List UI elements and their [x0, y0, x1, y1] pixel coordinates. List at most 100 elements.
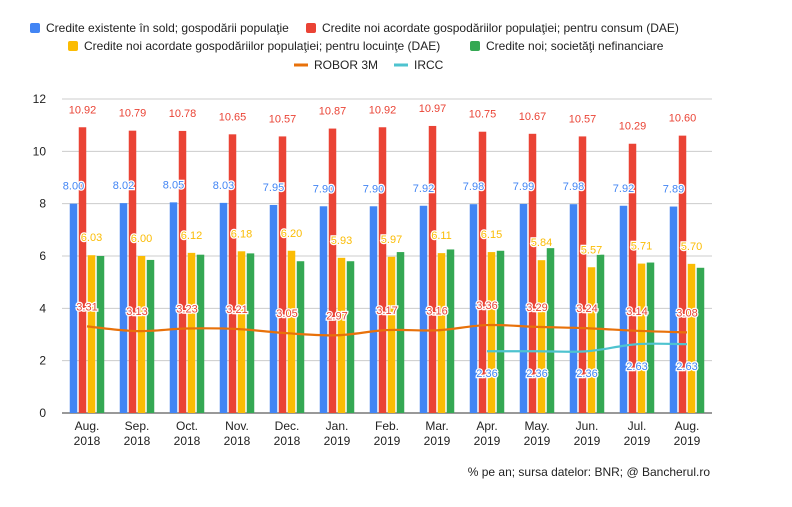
bar-data-label: 6.20	[281, 228, 302, 240]
line-data-label: 3.31	[76, 301, 97, 313]
bar-series-2	[278, 136, 287, 413]
bar-data-label: 5.57	[581, 244, 602, 256]
line-data-label: 3.23	[176, 303, 197, 315]
bar-data-label: 6.03	[81, 232, 102, 244]
legend-label: Credite noi; societăţi nefinanciare	[486, 39, 664, 53]
bar-data-label: 7.90	[363, 183, 384, 195]
bar-series-1	[369, 206, 378, 413]
bar-series-3	[637, 263, 646, 413]
y-tick-label: 4	[39, 301, 46, 315]
bar-series-3	[587, 267, 596, 413]
source-note: % pe an; sursa datelor: BNR; @ Bancherul…	[468, 465, 711, 479]
y-axis: 0 2 4 6 8 10 12	[33, 92, 47, 420]
x-tick-label: Sep. 2018	[124, 419, 151, 448]
bar-data-label: 8.00	[63, 181, 84, 193]
x-tick-label: Aug. 2018	[74, 419, 101, 448]
legend-swatch	[470, 41, 480, 51]
line-data-label: 2.63	[626, 361, 647, 373]
x-tick-label: Jun. 2019	[574, 419, 601, 448]
bar-series-1	[269, 204, 278, 413]
bar-data-label: 10.60	[669, 113, 697, 125]
bar-series-4	[296, 261, 305, 413]
legend: Credite existente în sold; gospodării po…	[30, 21, 679, 72]
bar-data-label: 7.98	[463, 181, 484, 193]
bar-data-label: 7.92	[613, 183, 634, 195]
bar-data-label: 6.00	[131, 233, 152, 245]
legend-label: Credite noi acordate gospodăriilor popul…	[322, 21, 679, 35]
bar-data-label: 7.95	[263, 182, 284, 194]
bar-series-4	[146, 259, 155, 413]
bar-data-label: 10.92	[369, 104, 397, 116]
line-data-label: 2.97	[326, 310, 347, 322]
bar-data-label: 5.84	[531, 237, 552, 249]
line-data-label: 3.29	[526, 302, 547, 314]
x-tick-label: Feb. 2019	[374, 419, 401, 448]
legend-label: ROBOR 3M	[314, 58, 378, 72]
x-tick-label: Jan. 2019	[324, 419, 351, 448]
bar-data-label: 7.90	[313, 183, 334, 195]
line-data-label: 2.36	[576, 368, 597, 380]
x-tick-label: Nov. 2018	[224, 419, 251, 448]
bar-series-1	[169, 202, 178, 413]
bar-series-3	[437, 253, 446, 413]
bar-data-label: 10.57	[269, 113, 297, 125]
line-data-label: 3.05	[276, 308, 297, 320]
bar-series-3	[237, 251, 246, 413]
bar-series-3	[287, 250, 296, 413]
lines	[86, 323, 688, 353]
bar-series-1	[319, 206, 328, 413]
bar-series-3	[537, 260, 546, 413]
bar-data-label: 10.78	[169, 108, 197, 120]
bar-series-4	[246, 253, 255, 413]
bar-series-4	[396, 252, 405, 413]
line-data-label: 2.63	[676, 361, 697, 373]
bar-data-label: 10.75	[469, 109, 497, 121]
bar-data-label: 7.98	[563, 181, 584, 193]
x-tick-label: Jul. 2019	[624, 419, 651, 448]
line-data-label: 3.17	[376, 305, 397, 317]
bar-data-label: 7.92	[413, 183, 434, 195]
legend-label: IRCC	[414, 58, 444, 72]
bar-series-2	[528, 133, 537, 413]
bar-series-3	[137, 256, 146, 413]
line-data-label: 3.08	[676, 307, 697, 319]
bar-series-1	[69, 203, 78, 413]
bar-series-2	[378, 127, 387, 413]
bar-series-3	[487, 252, 496, 413]
bar-data-label: 8.03	[213, 180, 234, 192]
bar-series-2	[328, 128, 337, 413]
bar-series-1	[519, 203, 528, 413]
bar-data-label: 7.99	[513, 181, 534, 193]
line-data-label: 3.14	[626, 306, 647, 318]
bar-data-label: 6.15	[481, 229, 502, 241]
bar-data-label: 10.29	[619, 121, 647, 133]
bar-series-4	[646, 262, 655, 413]
y-tick-label: 0	[39, 406, 46, 420]
line-series-2	[487, 342, 688, 353]
bar-series-2	[578, 136, 587, 413]
bar-series-2	[478, 131, 487, 414]
bar-data-label: 10.57	[569, 113, 597, 125]
bar-data-label: 7.89	[663, 184, 684, 196]
line-data-label: 3.21	[226, 304, 247, 316]
line-data-label: 3.36	[476, 300, 497, 312]
data-labels: 8.00 8.02 8.05 8.03 7.95 7.90 7.90 7.92 7.98 7.99…	[62, 102, 704, 382]
bar-data-label: 6.18	[231, 228, 252, 240]
line-data-label: 3.13	[126, 306, 147, 318]
x-tick-label: Apr. 2019	[474, 419, 501, 448]
bar-series-2	[678, 135, 687, 413]
bar-series-4	[446, 249, 455, 413]
bar-series-4	[596, 254, 605, 413]
x-tick-label: Aug. 2019	[674, 419, 701, 448]
line-data-label: 2.36	[476, 368, 497, 380]
legend-swatch	[68, 41, 78, 51]
legend-label: Credite existente în sold; gospodării po…	[46, 21, 289, 35]
bar-data-label: 8.02	[113, 180, 134, 192]
line-data-label: 3.16	[426, 305, 447, 317]
bar-series-3	[87, 255, 96, 413]
x-tick-label: Mar. 2019	[424, 419, 451, 448]
bar-series-2	[628, 143, 637, 413]
bar-series-4	[546, 248, 555, 413]
bar-series-1	[119, 203, 128, 413]
bar-series-2	[228, 134, 237, 413]
